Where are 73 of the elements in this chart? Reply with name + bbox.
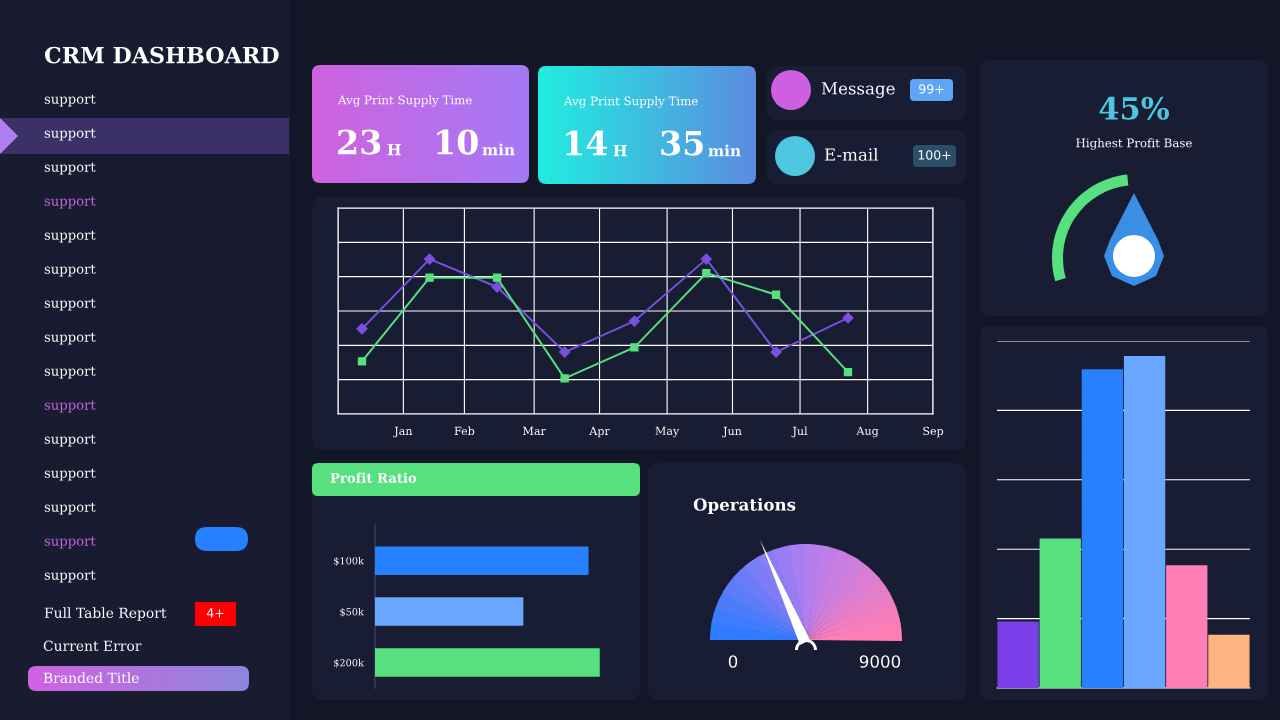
text: support [44, 264, 96, 277]
x-tick-label: Sep [923, 426, 944, 438]
point [702, 268, 711, 278]
x-tick-label: Aug [856, 426, 879, 438]
bar [1208, 634, 1250, 688]
text: support [44, 366, 96, 379]
point [491, 281, 503, 293]
text: 10 [437, 129, 478, 155]
text: Full Table Report [44, 607, 167, 621]
text: 45% [1099, 96, 1170, 120]
text: support [44, 230, 96, 243]
text: 100+ [918, 150, 951, 160]
text: H [613, 145, 627, 157]
point [356, 323, 368, 335]
text: Current Error [43, 640, 142, 652]
y-tick-label: $50k [340, 607, 364, 617]
text: 4+ [206, 608, 224, 618]
text: support [44, 400, 96, 413]
bar [1123, 355, 1166, 688]
bar [1039, 538, 1081, 688]
text: 0 [728, 655, 738, 668]
x-tick-label: Jun [722, 426, 742, 438]
text: support [44, 94, 96, 107]
bar [1166, 565, 1208, 688]
text: support [44, 502, 96, 515]
text: support [44, 332, 96, 345]
text: min [482, 143, 515, 156]
text: CRM DASHBOARD [44, 46, 279, 64]
chart-title: Profit Ratio [330, 472, 417, 483]
x-tick-label: Mar [523, 426, 546, 436]
x-tick-label: May [655, 426, 680, 438]
y-tick-label: $200k [334, 658, 364, 668]
text: support [44, 162, 96, 175]
point [770, 346, 782, 358]
text: support [44, 196, 96, 209]
text: H [387, 144, 401, 156]
point [628, 315, 641, 327]
x-tick-label: Apr [589, 426, 610, 438]
text: support [44, 536, 96, 549]
text: E-mail [824, 147, 879, 161]
text: support [44, 468, 96, 481]
point [559, 346, 571, 358]
x-tick-label: Feb [454, 426, 475, 436]
text: 35 [661, 130, 703, 156]
text: 14 [566, 130, 608, 156]
text: support [44, 298, 96, 311]
text: 9000 [859, 655, 901, 668]
text: Operations [693, 497, 796, 515]
bar [997, 621, 1039, 688]
point [771, 290, 781, 299]
point [630, 343, 639, 352]
point [425, 273, 434, 282]
text: Avg Print Supply Time [563, 96, 698, 108]
point [700, 253, 712, 265]
text: support [44, 434, 96, 447]
point [843, 368, 853, 377]
x-tick-label: Jan [393, 426, 413, 438]
point [423, 253, 436, 265]
text: 23 [338, 129, 381, 155]
text: Message [821, 82, 895, 99]
point [560, 374, 569, 383]
text: Highest Profit Base [1076, 138, 1192, 150]
text: support [44, 570, 96, 583]
bar [1081, 369, 1124, 688]
y-tick-label: $100k [334, 556, 364, 566]
x-tick-label: Jul [791, 426, 808, 438]
text: support [44, 128, 96, 141]
text: Avg Print Supply Time [337, 95, 472, 107]
point [492, 273, 502, 282]
point [357, 357, 367, 366]
text: min [708, 144, 741, 157]
text: Branded Title [43, 672, 139, 684]
text: 99+ [919, 84, 944, 94]
